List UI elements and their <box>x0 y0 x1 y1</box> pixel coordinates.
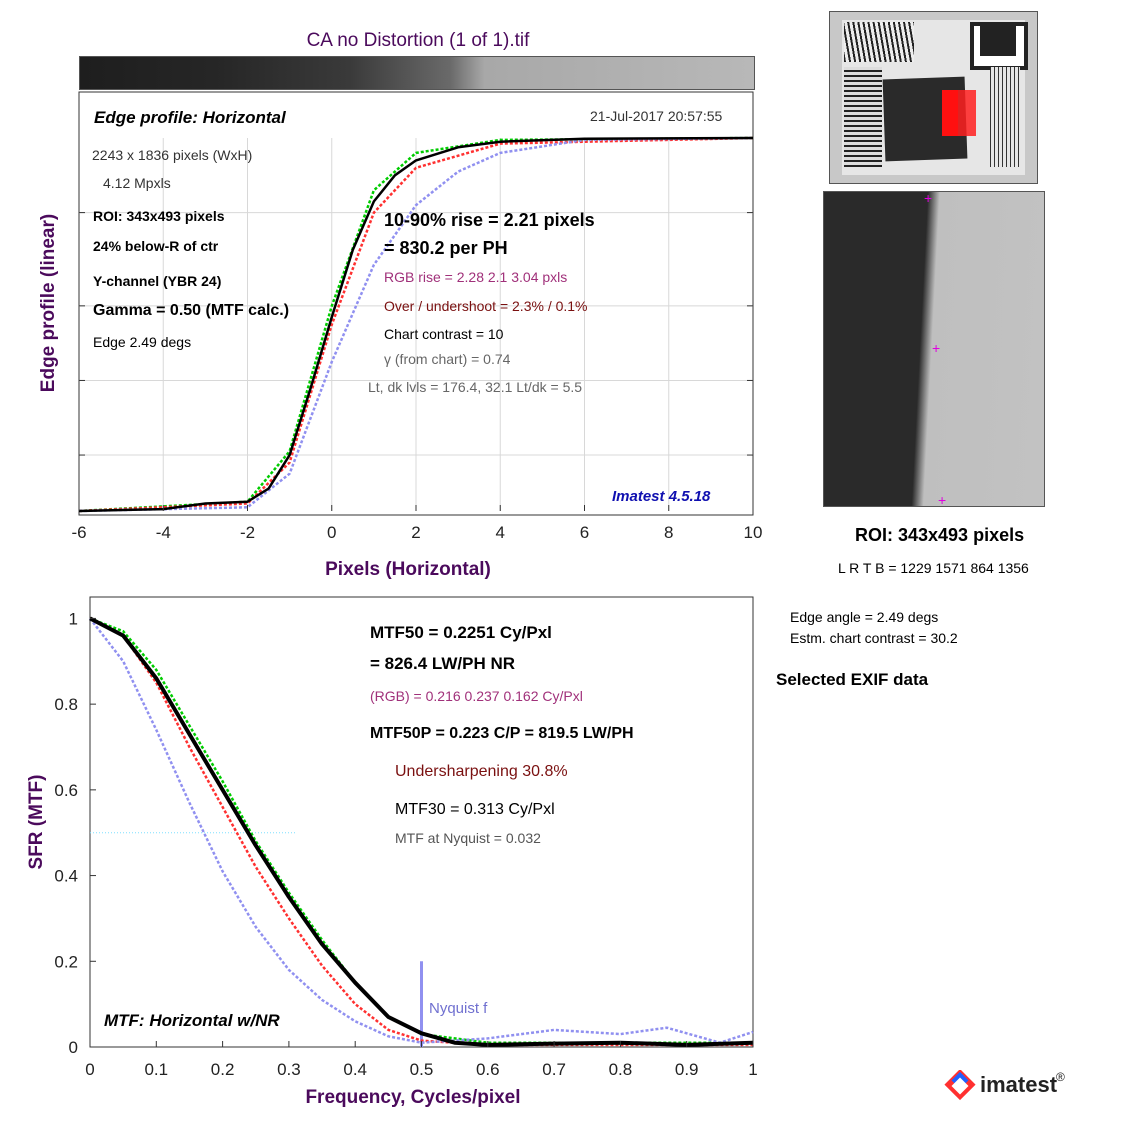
y-tick-label: 0.6 <box>54 781 78 800</box>
x-tick-label: 2 <box>411 523 420 542</box>
megapixels: 4.12 Mpxls <box>103 175 171 191</box>
mtf-mode-label: MTF: Horizontal w/NR <box>104 1011 280 1030</box>
series-line-3 <box>89 617 754 1044</box>
roi-coords: L R T B = 1229 1571 864 1356 <box>838 560 1029 576</box>
x-tick-label: 0 <box>85 1060 94 1079</box>
mtf50: MTF50 = 0.2251 Cy/Pxl <box>370 623 552 642</box>
x-tick-label: 0.3 <box>277 1060 301 1079</box>
timestamp: 21-Jul-2017 20:57:55 <box>590 108 723 124</box>
edge-profile-ticks: -6 -4 -2 0 2 4 6 8 10 <box>71 212 763 542</box>
roi-crosshair-top: + <box>924 191 933 206</box>
roi-crosshair-mid: + <box>932 340 941 356</box>
top-xlabel: Pixels (Horizontal) <box>325 559 491 580</box>
x-tick-label: 8 <box>664 523 673 542</box>
light-dark-levels: Lt, dk lvls = 176.4, 32.1 Lt/dk = 5.5 <box>368 379 583 395</box>
x-tick-label: 10 <box>744 523 763 542</box>
y-tick-label: 0 <box>69 1038 78 1057</box>
x-tick-label: 0.7 <box>542 1060 566 1079</box>
imatest-logo-icon <box>944 1070 976 1101</box>
chart-thumbnail <box>829 11 1038 184</box>
top-ylabel: Edge profile (linear) <box>38 214 59 392</box>
x-tick-label: 0.2 <box>211 1060 235 1079</box>
gray-gradient-strip <box>79 56 755 90</box>
mtf-ticks: 0 0.1 0.2 0.3 0.4 0.5 0.6 0.7 0.8 0.9 1 0 0.2 0.4 0.6 0… <box>54 609 757 1079</box>
channel-info: Y-channel (YBR 24) <box>93 273 222 289</box>
image-size: 2243 x 1836 pixels (WxH) <box>92 147 253 163</box>
figure-title: CA no Distortion (1 of 1).tif <box>306 30 530 51</box>
y-tick-label: 1 <box>69 609 78 628</box>
gamma-info: Gamma = 0.50 (MTF calc.) <box>93 302 290 319</box>
roi-size: ROI: 343x493 pixels <box>855 525 1025 545</box>
mtf30: MTF30 = 0.313 Cy/Pxl <box>395 801 555 818</box>
estimated-chart-contrast: Estm. chart contrast = 30.2 <box>790 630 958 646</box>
series-line-0 <box>78 136 754 513</box>
x-tick-label: 0.6 <box>476 1060 500 1079</box>
y-tick-label: 0.4 <box>54 867 78 886</box>
edge-profile-series <box>78 136 754 513</box>
edge-angle-info: Edge 2.49 degs <box>93 334 192 350</box>
bottom-ylabel: SFR (MTF) <box>26 775 47 870</box>
gamma-from-chart: γ (from chart) = 0.74 <box>384 351 511 367</box>
x-tick-label: -6 <box>71 523 86 542</box>
nyquist-label: Nyquist f <box>429 1000 488 1017</box>
y-tick-label: 0.8 <box>54 695 78 714</box>
series-line-2 <box>89 617 753 1047</box>
roi-crosshair-bottom: + <box>938 492 947 507</box>
x-tick-label: -2 <box>240 523 255 542</box>
series-line-0 <box>89 616 754 1047</box>
overshoot: Over / undershoot = 2.3% / 0.1% <box>384 298 588 314</box>
rise-distance: 10-90% rise = 2.21 pixels <box>384 210 595 230</box>
mtf50-lwph: = 826.4 LW/PH NR <box>370 654 516 673</box>
imatest-logo-reg: ® <box>1056 1070 1065 1084</box>
x-tick-label: 0.1 <box>144 1060 168 1079</box>
x-tick-label: 4 <box>496 523 505 542</box>
x-tick-label: 0 <box>327 523 336 542</box>
x-tick-label: 1 <box>748 1060 757 1079</box>
chart-contrast: Chart contrast = 10 <box>384 326 504 342</box>
imatest-logo-text: imatest <box>980 1072 1058 1097</box>
roi-info: ROI: 343x493 pixels <box>93 208 225 224</box>
imatest-version: Imatest 4.5.18 <box>612 488 711 505</box>
y-tick-label: 0.2 <box>54 952 78 971</box>
undersharpening: Undersharpening 30.8% <box>395 763 568 780</box>
x-tick-label: 6 <box>580 523 589 542</box>
rise-per-ph: = 830.2 per PH <box>384 238 508 258</box>
mtf50-rgb: (RGB) = 0.216 0.237 0.162 Cy/Pxl <box>370 688 583 704</box>
mtf50p: MTF50P = 0.223 C/P = 819.5 LW/PH <box>370 725 634 742</box>
edge-profile-heading: Edge profile: Horizontal <box>94 108 286 127</box>
x-tick-label: -4 <box>156 523 171 542</box>
x-tick-label: 0.4 <box>343 1060 367 1079</box>
x-tick-label: 0.5 <box>410 1060 434 1079</box>
series-line-3 <box>78 136 754 513</box>
series-line-2 <box>78 136 754 513</box>
exif-heading: Selected EXIF data <box>776 670 929 689</box>
rgb-rise: RGB rise = 2.28 2.1 3.04 pxls <box>384 269 568 285</box>
mtf-series <box>89 616 754 1047</box>
roi-image: + + + <box>823 191 1045 507</box>
mtf-at-nyquist: MTF at Nyquist = 0.032 <box>395 830 541 846</box>
bottom-xlabel: Frequency, Cycles/pixel <box>305 1087 520 1108</box>
x-tick-label: 0.9 <box>675 1060 699 1079</box>
edge-angle-right: Edge angle = 2.49 degs <box>790 609 939 625</box>
roi-location: 24% below-R of ctr <box>93 238 219 254</box>
x-tick-label: 0.8 <box>609 1060 633 1079</box>
